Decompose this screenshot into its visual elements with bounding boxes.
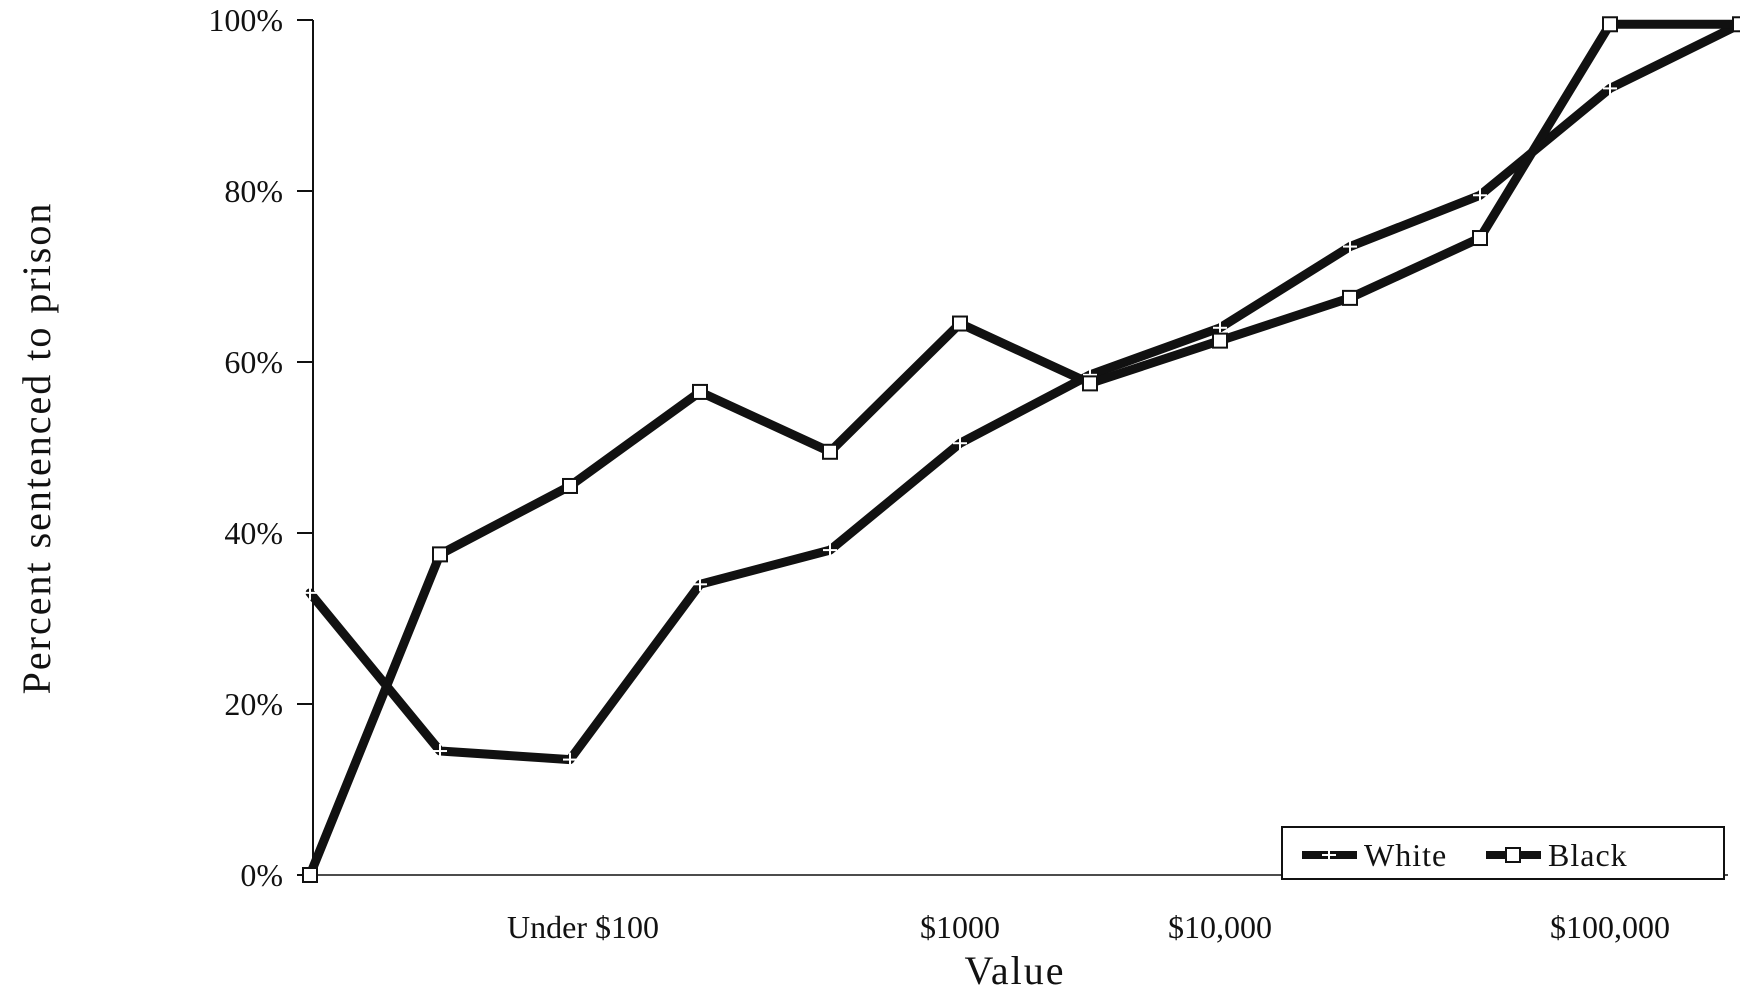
- series-line: [305, 19, 1740, 880]
- y-ticks: 0% 20% 40% 60% 80% 100%: [208, 2, 313, 893]
- legend-item-black: Black: [1486, 837, 1628, 873]
- x-tick-label: $100,000: [1550, 909, 1670, 945]
- square-marker: [432, 546, 448, 563]
- square-marker: [562, 477, 578, 494]
- series-black: [302, 16, 1740, 883]
- chart-axes: [312, 20, 1728, 876]
- series-white: [303, 17, 1740, 767]
- square-marker: [1342, 289, 1358, 306]
- series-line: [305, 19, 1740, 765]
- square-marker: [1732, 16, 1740, 33]
- square-marker: [1505, 847, 1521, 863]
- square-marker: [1082, 375, 1098, 392]
- square-marker: [1212, 332, 1228, 349]
- square-marker: [302, 867, 318, 883]
- y-tick-label: 80%: [224, 173, 283, 209]
- legend-label: Black: [1548, 837, 1628, 873]
- x-tick-label: Under $100: [507, 909, 659, 945]
- y-tick-label: 60%: [224, 344, 283, 380]
- series-layer: [302, 16, 1740, 883]
- legend-items: White Black: [1302, 837, 1628, 873]
- legend-item-white: White: [1302, 837, 1447, 873]
- x-tick-label: $1000: [920, 909, 1000, 945]
- legend-label: White: [1364, 837, 1447, 873]
- square-marker: [692, 383, 708, 400]
- y-axis-title: Percent sentenced to prison: [14, 202, 59, 695]
- y-tick-label: 20%: [224, 686, 283, 722]
- square-marker: [952, 315, 968, 332]
- square-marker: [1602, 16, 1618, 33]
- square-marker: [822, 443, 838, 460]
- y-tick-label: 100%: [208, 2, 283, 38]
- x-axis-title: Value: [964, 948, 1065, 992]
- x-tick-label: $10,000: [1168, 909, 1272, 945]
- square-marker: [1472, 230, 1488, 247]
- x-ticks: Under $100 $1000 $10,000 $100,000: [507, 909, 1670, 945]
- y-tick-label: 0%: [240, 857, 283, 893]
- legend: White Black: [1281, 826, 1725, 880]
- y-tick-label: 40%: [224, 515, 283, 551]
